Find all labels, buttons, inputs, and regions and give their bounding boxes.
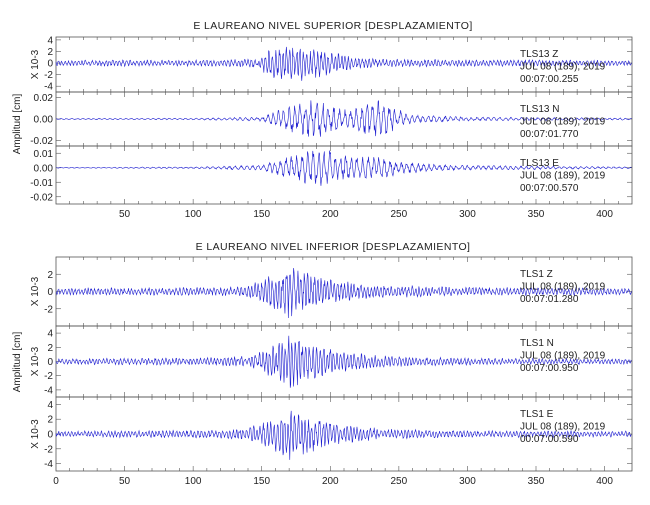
y-tick-label: -0.02: [30, 192, 53, 203]
x-tick-label: 50: [119, 476, 131, 487]
waveform-trace: [55, 335, 632, 388]
station-annotation: TLS1 Z: [520, 269, 553, 280]
station-annotation: TLS1 E: [520, 409, 554, 420]
y-scale-label: X 10-3: [30, 49, 41, 79]
x-tick-label: 50: [119, 209, 131, 220]
station-annotation: TLS13 Z: [520, 49, 558, 60]
station-annotation: 00:07:01.280: [520, 294, 579, 305]
y-tick-label: 2: [47, 47, 53, 58]
x-tick-label: 350: [528, 476, 545, 487]
x-tick-label: 250: [391, 209, 408, 220]
waveform-trace: [56, 150, 632, 186]
x-tick-label: 400: [596, 209, 613, 220]
y-tick-label: 0.02: [34, 93, 54, 104]
x-tick-label: 300: [459, 209, 476, 220]
waveform-trace: [55, 100, 632, 137]
station-annotation: 00:07:00.570: [520, 183, 579, 194]
waveform-trace: [55, 410, 632, 460]
y-scale-label: X 10-3: [30, 419, 41, 449]
station-annotation: TLS13 E: [520, 158, 559, 169]
y-tick-label: 2: [47, 415, 53, 426]
waveform-trace: [55, 46, 632, 81]
y-scale-label: X 10-3: [30, 346, 41, 376]
y-tick-label: -4: [44, 385, 53, 396]
x-tick-label: 150: [253, 476, 270, 487]
station-annotation: 00:07:00.590: [520, 434, 579, 445]
station-annotation: JUL 08 (189), 2019: [520, 117, 606, 128]
station-annotation: 00:07:00.950: [520, 363, 579, 374]
station-annotation: JUL 08 (189), 2019: [520, 62, 606, 73]
y-tick-label: -2: [44, 304, 53, 315]
y-tick-label: 0: [47, 357, 53, 368]
y-axis-label-inferior: Amplitud [cm]: [12, 331, 23, 392]
x-tick-label: 0: [53, 476, 59, 487]
x-tick-label: 300: [459, 476, 476, 487]
y-tick-label: 0.01: [34, 149, 54, 160]
station-annotation: 00:07:00.255: [520, 74, 579, 85]
station-annotation: JUL 08 (189), 2019: [520, 351, 606, 362]
y-tick-label: 0.00: [34, 163, 54, 174]
y-tick-label: 0.00: [34, 115, 54, 126]
station-annotation: 00:07:01.770: [520, 129, 579, 140]
panel-frame: [55, 325, 633, 398]
station-annotation: JUL 08 (189), 2019: [520, 422, 606, 433]
y-tick-label: -0.01: [30, 178, 53, 189]
x-tick-label: 200: [322, 476, 339, 487]
station-annotation: TLS1 N: [520, 338, 554, 349]
station-annotation: JUL 08 (189), 2019: [520, 282, 606, 293]
y-tick-label: 4: [47, 329, 53, 340]
x-tick-label: 250: [391, 476, 408, 487]
y-tick-label: 4: [47, 400, 53, 411]
y-tick-label: -2: [44, 371, 53, 382]
y-tick-label: 0: [47, 287, 53, 298]
y-tick-label: 4: [47, 35, 53, 46]
y-tick-label: 0: [47, 59, 53, 70]
station-annotation: JUL 08 (189), 2019: [520, 171, 606, 182]
waveform-trace: [55, 267, 632, 318]
x-tick-label: 400: [596, 476, 613, 487]
x-tick-label: 150: [253, 209, 270, 220]
station-annotation: TLS13 N: [520, 104, 559, 115]
y-axis-label-superior: Amplitud [cm]: [12, 93, 23, 154]
x-tick-label: 100: [185, 476, 202, 487]
y-tick-label: 2: [47, 343, 53, 354]
x-tick-label: 100: [185, 209, 202, 220]
y-scale-label: X 10-3: [30, 276, 41, 306]
y-tick-label: -4: [44, 82, 53, 93]
y-tick-label: -2: [44, 444, 53, 455]
y-tick-label: -2: [44, 70, 53, 81]
y-tick-label: 0: [47, 430, 53, 441]
chart-title-superior: E LAUREANO NIVEL SUPERIOR [DESPLAZAMIENT…: [193, 20, 472, 32]
x-tick-label: 200: [322, 209, 339, 220]
y-tick-label: -0.02: [30, 136, 53, 147]
x-tick-label: 350: [528, 209, 545, 220]
y-tick-label: -4: [44, 459, 53, 470]
y-tick-label: 2: [47, 270, 53, 281]
chart-title-inferior: E LAUREANO NIVEL INFERIOR [DESPLAZAMIENT…: [196, 241, 471, 253]
